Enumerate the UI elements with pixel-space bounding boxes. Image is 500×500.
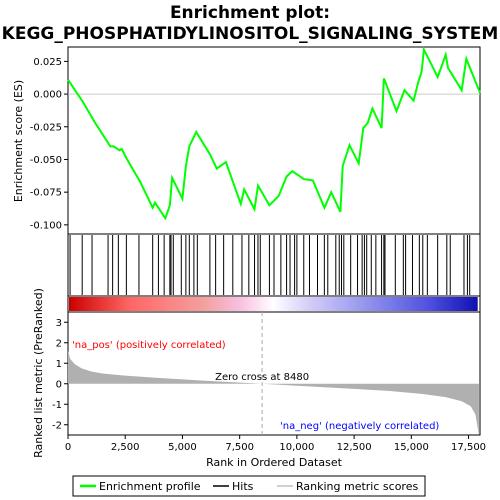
rank-y-tick-label: 2 bbox=[56, 338, 62, 349]
rank-y-tick-label: 0 bbox=[56, 379, 62, 390]
x-tick-label: 17,500 bbox=[451, 442, 486, 453]
rank-y-tick-label: 1 bbox=[56, 359, 62, 370]
x-tick-label: 10,000 bbox=[279, 442, 314, 453]
x-tick-label: 0 bbox=[65, 442, 71, 453]
es-y-tick-label: 0.000 bbox=[33, 90, 62, 101]
es-y-tick-label: 0.025 bbox=[33, 57, 62, 68]
legend-hits-label: Hits bbox=[232, 480, 254, 493]
x-tick-label: 2,500 bbox=[111, 442, 140, 453]
legend bbox=[72, 475, 426, 497]
x-tick-label: 5,000 bbox=[168, 442, 197, 453]
rank-y-tick-label: -2 bbox=[52, 420, 62, 431]
hits-ticks bbox=[69, 235, 471, 295]
x-tick-label: 7,500 bbox=[225, 442, 254, 453]
es-y-tick-label: -0.100 bbox=[30, 220, 62, 231]
x-tick-label: 12,500 bbox=[337, 442, 372, 453]
chart-title-line1: Enrichment plot: bbox=[170, 3, 330, 23]
legend-enrichment-label: Enrichment profile bbox=[99, 480, 201, 493]
chart-title-line2: KEGG_PHOSPHATIDYLINOSITOL_SIGNALING_SYST… bbox=[2, 24, 499, 44]
es-y-axis: 0.025 0.000 -0.025 -0.050 -0.075 -0.100 bbox=[30, 57, 68, 231]
enrichment-profile-line bbox=[67, 46, 481, 221]
legend-ranking-label: Ranking metric scores bbox=[296, 480, 418, 493]
zero-cross-label: Zero cross at 8480 bbox=[215, 372, 309, 383]
es-y-axis-label: Enrichment score (ES) bbox=[12, 80, 25, 202]
rank-y-axis: 3 2 1 0 -1 -2 bbox=[52, 318, 68, 431]
x-axis-label: Rank in Ordered Dataset bbox=[206, 456, 343, 469]
positive-correlation-label: 'na_pos' (positively correlated) bbox=[72, 340, 226, 351]
es-y-tick-label: -0.050 bbox=[30, 155, 62, 166]
rank-y-tick-label: 3 bbox=[56, 318, 62, 329]
es-y-tick-label: -0.025 bbox=[30, 122, 62, 133]
es-y-tick-label: -0.075 bbox=[30, 188, 62, 199]
rank-colorbar bbox=[69, 297, 478, 311]
negative-correlation-label: 'na_neg' (negatively correlated) bbox=[280, 421, 439, 432]
rank-y-tick-label: -1 bbox=[52, 400, 62, 411]
rank-metric-panel bbox=[67, 311, 481, 436]
x-axis: 0 2,500 5,000 7,500 10,000 12,500 15,000 17,500 bbox=[65, 435, 486, 453]
x-tick-label: 15,000 bbox=[394, 442, 429, 453]
es-panel bbox=[67, 46, 481, 235]
rank-y-axis-label: Ranked list metric (PreRanked) bbox=[32, 288, 45, 458]
